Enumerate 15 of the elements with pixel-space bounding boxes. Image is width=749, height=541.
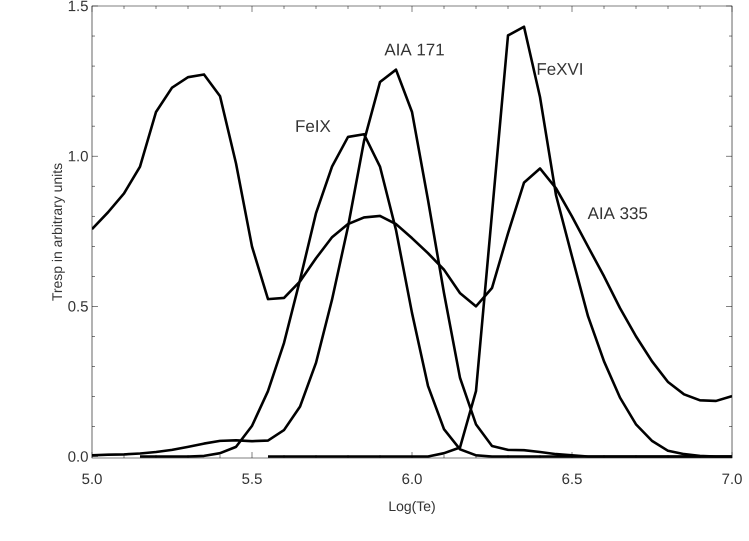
x-tick-label: 5.5	[242, 474, 262, 484]
x-tick-label: 6.0	[402, 474, 422, 484]
y-tick-label: 0.0	[68, 451, 88, 462]
y-tick-label: 1.0	[68, 150, 88, 162]
y-tick-label: 1.5	[68, 0, 88, 12]
series-label: AIA 335	[588, 207, 648, 220]
x-tick-label: 7.0	[722, 474, 742, 484]
x-tick-label: 5.0	[82, 474, 102, 484]
series-label: AIA 171	[384, 44, 444, 56]
y-tick-label: 0.5	[68, 301, 88, 312]
y-axis-title: Tresp in arbitrary units	[52, 163, 65, 301]
x-tick-label: 6.5	[562, 474, 582, 484]
x-axis-title: Log(Te)	[390, 500, 435, 514]
series-label: FeXVI	[538, 63, 582, 75]
series-label: FeIX	[296, 120, 330, 132]
